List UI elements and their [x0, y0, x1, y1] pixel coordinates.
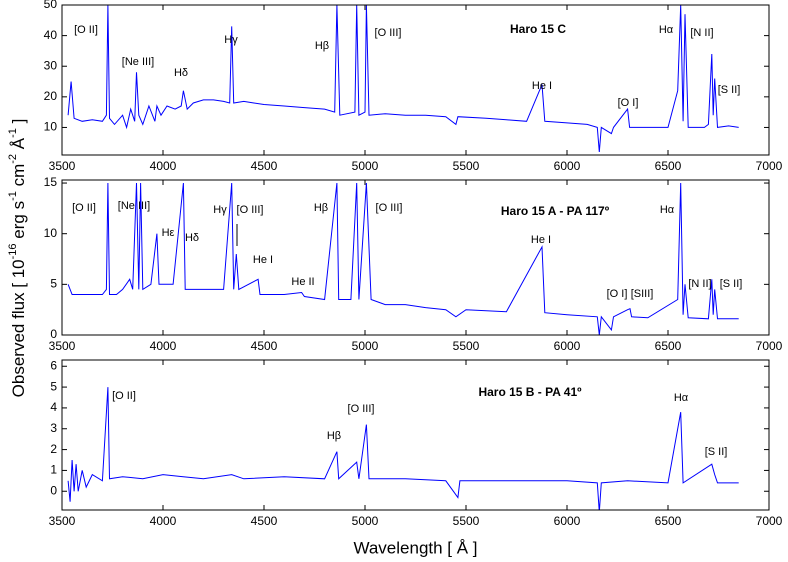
x-tick-label: 6500 [655, 514, 682, 528]
x-tick-label: 4000 [150, 339, 177, 353]
line-annotation: Haro 15 C [510, 22, 566, 36]
line-annotation: Hγ [213, 204, 227, 216]
line-annotation: [O III] [237, 204, 264, 216]
line-annotation: [Ne III] [118, 200, 150, 212]
plot-frame [61, 359, 770, 511]
line-annotation: [N II] [690, 27, 713, 39]
x-tick-label: 6000 [554, 159, 581, 173]
x-tick-label: 6000 [554, 514, 581, 528]
line-annotation: [O II] [72, 202, 96, 214]
line-annotation: [O III] [348, 403, 375, 415]
x-tick-label: 3500 [49, 514, 76, 528]
spectrum-line [67, 5, 739, 152]
spectrum-line [67, 182, 739, 335]
line-annotation: [S II] [720, 278, 743, 290]
y-tick-label: 30 [44, 58, 58, 72]
line-annotation: [SIII] [631, 288, 654, 300]
x-tick-label: 5500 [453, 159, 480, 173]
y-axis-label-part: -1 [7, 128, 19, 138]
line-annotation: [S II] [718, 84, 741, 96]
line-annotation: [N II] [688, 278, 711, 290]
x-axis-label: Wavelength [ Å ] [353, 538, 477, 557]
x-tick-label: 4500 [251, 339, 278, 353]
line-annotation: [Ne III] [122, 56, 154, 68]
line-annotation: [O II] [112, 390, 136, 402]
line-annotation: [O I] [607, 288, 628, 300]
y-axis-label-part: Å [9, 137, 28, 154]
x-tick-label: 5000 [352, 514, 379, 528]
line-annotation: [O I] [618, 97, 639, 109]
y-tick-label: 10 [44, 226, 58, 240]
line-annotation: He I [531, 234, 551, 246]
x-tick-label: 5000 [352, 339, 379, 353]
y-tick-label: 3 [50, 421, 57, 435]
y-axis-label-part: cm [9, 164, 28, 191]
x-tick-label: 3500 [49, 159, 76, 173]
plot-frame [61, 4, 770, 156]
y-axis-label-part: Observed flux [ 10 [9, 259, 28, 397]
y-axis-label-part: -2 [7, 154, 19, 164]
y-tick-label: 0 [50, 483, 57, 497]
y-axis-label-part: -1 [7, 191, 19, 201]
line-annotation: Hβ [315, 40, 329, 52]
y-tick-label: 40 [44, 28, 58, 42]
y-tick-label: 50 [44, 0, 58, 11]
x-tick-label: 5000 [352, 159, 379, 173]
line-annotation: Hα [660, 204, 675, 216]
line-annotation: Hε [162, 227, 175, 239]
x-tick-label: 4500 [251, 159, 278, 173]
y-tick-label: 0 [50, 327, 57, 341]
line-annotation: Hγ [224, 34, 238, 46]
x-tick-label: 5500 [453, 514, 480, 528]
x-tick-label: 6500 [655, 159, 682, 173]
y-tick-label: 5 [50, 379, 57, 393]
y-tick-label: 15 [44, 175, 58, 189]
y-axis-label: Observed flux [ 10-16 erg s-1 cm-2 Å-1 ] [7, 119, 29, 398]
x-tick-label: 4000 [150, 159, 177, 173]
line-annotation: Hα [659, 24, 674, 36]
line-annotation: He I [532, 80, 552, 92]
y-tick-label: 10 [44, 120, 58, 134]
y-tick-label: 20 [44, 89, 58, 103]
line-annotation: Hδ [185, 232, 199, 244]
y-tick-label: 6 [50, 358, 57, 372]
line-annotation: Hβ [327, 430, 341, 442]
line-annotation: [S II] [705, 446, 728, 458]
spectrum-line [67, 387, 739, 510]
line-annotation: [O II] [74, 24, 98, 36]
y-tick-label: 4 [50, 400, 57, 414]
y-axis-label-part: -16 [7, 243, 19, 259]
line-annotation: Hα [674, 392, 689, 404]
line-annotation: Hδ [174, 67, 188, 79]
x-tick-label: 7000 [756, 514, 783, 528]
line-annotation: He I [253, 254, 273, 266]
line-annotation: Hβ [314, 202, 328, 214]
y-tick-label: 1 [50, 463, 57, 477]
x-tick-label: 4000 [150, 514, 177, 528]
x-tick-label: 4500 [251, 514, 278, 528]
y-axis-label-part: erg s [9, 201, 28, 244]
y-tick-label: 5 [50, 277, 57, 291]
x-tick-label: 5500 [453, 339, 480, 353]
x-tick-label: 3500 [49, 339, 76, 353]
line-annotation: [O III] [375, 27, 402, 39]
line-annotation: [O III] [376, 202, 403, 214]
plot-frame [61, 179, 770, 336]
x-tick-label: 6000 [554, 339, 581, 353]
x-tick-label: 7000 [756, 339, 783, 353]
x-tick-label: 6500 [655, 339, 682, 353]
x-tick-label: 7000 [756, 159, 783, 173]
line-annotation: Haro 15 B - PA 41º [478, 385, 582, 399]
line-annotation: He II [291, 276, 314, 288]
y-tick-label: 2 [50, 442, 57, 456]
y-axis-label-part: ] [9, 119, 28, 128]
line-annotation: Haro 15 A - PA 117º [501, 204, 610, 218]
